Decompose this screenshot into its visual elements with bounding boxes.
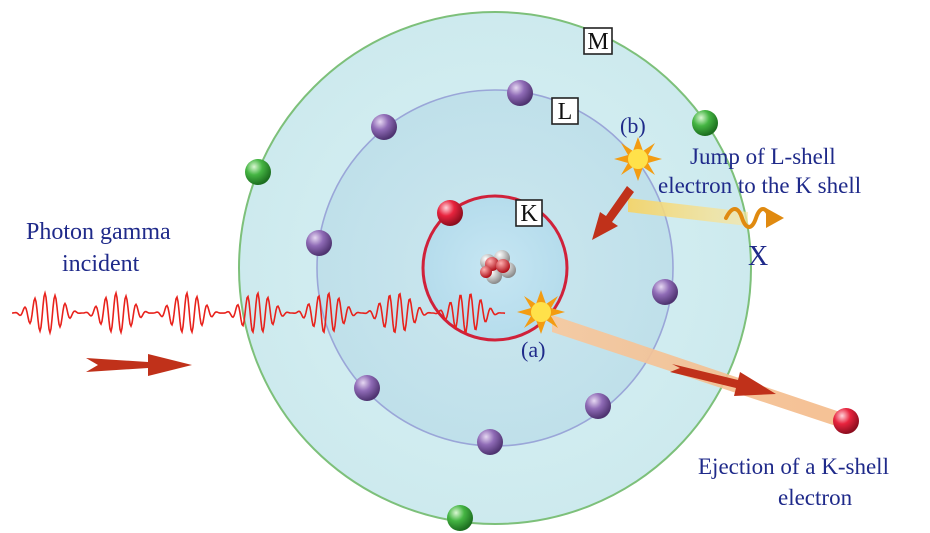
nucleus bbox=[480, 250, 516, 284]
svg-text:K: K bbox=[520, 201, 538, 227]
m-electron bbox=[692, 110, 718, 136]
flash-a-icon bbox=[517, 290, 565, 334]
photon-label-line2: incident bbox=[62, 251, 140, 277]
gamma-wave bbox=[11, 290, 506, 336]
jump-label-line1: Jump of L-shell bbox=[690, 144, 836, 169]
xray-beam bbox=[628, 198, 748, 226]
l-shell-label: L bbox=[551, 97, 579, 125]
eject-label-line2: electron bbox=[778, 485, 853, 510]
svg-text:L: L bbox=[558, 99, 573, 125]
l-electron bbox=[652, 279, 678, 305]
m-electron bbox=[447, 505, 473, 531]
xray-label: X bbox=[748, 241, 768, 272]
jump-arrow bbox=[592, 186, 634, 240]
svg-text:M: M bbox=[587, 29, 608, 55]
eject-label-line1: Ejection of a K-shell bbox=[698, 454, 889, 479]
xray-squiggle-icon bbox=[724, 207, 784, 229]
l-electron bbox=[507, 80, 533, 106]
k-shell-label: K bbox=[515, 199, 543, 227]
m-electron bbox=[245, 159, 271, 185]
k-shell bbox=[421, 194, 569, 342]
l-electron bbox=[477, 429, 503, 455]
l-electron bbox=[354, 375, 380, 401]
jump-label-line2: electron to the K shell bbox=[658, 173, 861, 198]
k-electron bbox=[437, 200, 463, 226]
l-electron bbox=[585, 393, 611, 419]
m-shell-label: M bbox=[583, 27, 613, 55]
photon-label-line1: Photon gamma bbox=[26, 219, 171, 245]
flash-b-icon bbox=[614, 137, 662, 181]
l-electron bbox=[371, 114, 397, 140]
l-electron bbox=[306, 230, 332, 256]
step-a-label: (a) bbox=[521, 337, 545, 362]
ejection-arrow bbox=[670, 364, 776, 396]
step-b-label: (b) bbox=[620, 113, 646, 138]
incident-arrow bbox=[86, 354, 192, 376]
ejected-electron bbox=[833, 408, 859, 434]
